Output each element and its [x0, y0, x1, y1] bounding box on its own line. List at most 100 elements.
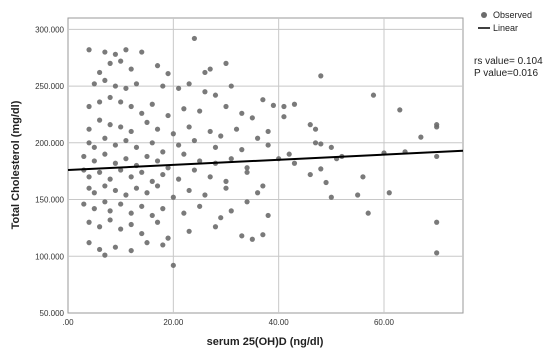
data-point	[91, 144, 97, 150]
data-point	[139, 230, 145, 237]
data-point	[318, 141, 324, 147]
data-point	[260, 232, 266, 238]
data-point	[202, 192, 208, 198]
data-point	[128, 247, 134, 254]
data-point	[291, 160, 298, 166]
data-point	[244, 199, 250, 205]
data-point	[233, 126, 240, 132]
legend-observed-label: Observed	[493, 10, 532, 20]
data-point	[255, 190, 261, 196]
data-point	[260, 183, 266, 189]
p-value-annotation: P value=0.016	[474, 68, 538, 79]
data-point	[86, 174, 92, 180]
data-point	[118, 58, 124, 64]
data-point	[260, 97, 266, 103]
x-tick-label: 20.00	[163, 318, 184, 327]
data-point	[197, 108, 203, 114]
data-point	[154, 219, 161, 225]
data-point	[97, 69, 103, 76]
data-point	[202, 89, 208, 95]
y-tick-label: 50.000	[40, 309, 65, 318]
y-tick-label: 150.000	[35, 196, 64, 205]
data-point	[102, 199, 108, 205]
data-point	[202, 69, 208, 76]
data-point	[139, 110, 145, 116]
data-point	[228, 208, 234, 214]
y-axis-title: Total Cholesterol (mg/dl)	[10, 100, 22, 229]
data-point	[265, 212, 271, 219]
data-point	[102, 77, 108, 84]
data-point	[160, 149, 166, 155]
data-point	[139, 49, 145, 55]
plot-area	[67, 17, 464, 314]
data-point	[107, 94, 113, 101]
data-point	[118, 124, 124, 130]
data-point	[197, 203, 203, 209]
data-point	[102, 49, 108, 55]
data-point	[112, 51, 118, 57]
y-tick-label: 100.000	[35, 252, 64, 261]
data-point	[107, 217, 113, 223]
data-point	[386, 190, 392, 196]
data-point	[86, 47, 92, 53]
data-point	[186, 187, 192, 194]
legend-observed-marker	[481, 12, 487, 18]
rs-value-annotation: rs value= 0.104	[474, 56, 543, 67]
data-point	[228, 156, 234, 162]
data-point	[139, 203, 145, 209]
data-point	[107, 176, 113, 182]
x-tick-labels: .00 20.00 40.00 60.00	[62, 318, 394, 327]
data-point	[165, 165, 171, 171]
data-point	[191, 35, 197, 42]
y-tick-label: 250.000	[35, 82, 64, 91]
data-point	[128, 103, 134, 110]
linear-fit-line	[67, 149, 464, 172]
x-tick-label: 60.00	[374, 318, 395, 327]
y-tick-label: 200.000	[35, 139, 64, 148]
data-point	[286, 151, 292, 157]
data-point	[123, 85, 129, 91]
data-point	[191, 167, 197, 173]
data-point	[154, 63, 161, 69]
data-point	[249, 236, 255, 242]
data-point	[118, 226, 124, 232]
data-point	[328, 144, 334, 150]
data-point	[133, 185, 140, 191]
x-tick-label: .00	[62, 318, 74, 327]
data-point	[176, 85, 182, 91]
data-point	[154, 183, 161, 189]
data-point	[434, 153, 440, 160]
data-point	[218, 133, 224, 139]
data-point	[207, 174, 213, 180]
data-point	[212, 144, 219, 150]
data-point	[165, 70, 171, 77]
data-point	[86, 103, 92, 110]
data-point	[97, 224, 103, 230]
data-point	[239, 233, 245, 239]
data-point	[149, 212, 155, 219]
data-point	[123, 137, 129, 144]
data-point	[244, 165, 250, 171]
data-point	[81, 201, 87, 207]
data-point	[128, 174, 134, 180]
data-point	[102, 151, 108, 157]
data-point	[86, 126, 92, 132]
data-point	[176, 176, 182, 182]
data-point	[123, 192, 129, 198]
data-point	[86, 185, 92, 191]
data-point	[181, 106, 187, 112]
data-point	[128, 210, 134, 216]
data-point	[255, 135, 261, 141]
data-point	[81, 153, 87, 160]
data-point	[360, 174, 366, 180]
data-point	[112, 83, 118, 89]
data-point	[176, 142, 182, 148]
data-point	[102, 135, 108, 141]
data-point	[186, 228, 192, 234]
data-point	[123, 47, 129, 53]
data-point	[181, 210, 187, 216]
data-point	[149, 101, 155, 107]
data-point	[434, 122, 440, 128]
data-point	[128, 128, 134, 135]
data-point	[355, 192, 361, 198]
